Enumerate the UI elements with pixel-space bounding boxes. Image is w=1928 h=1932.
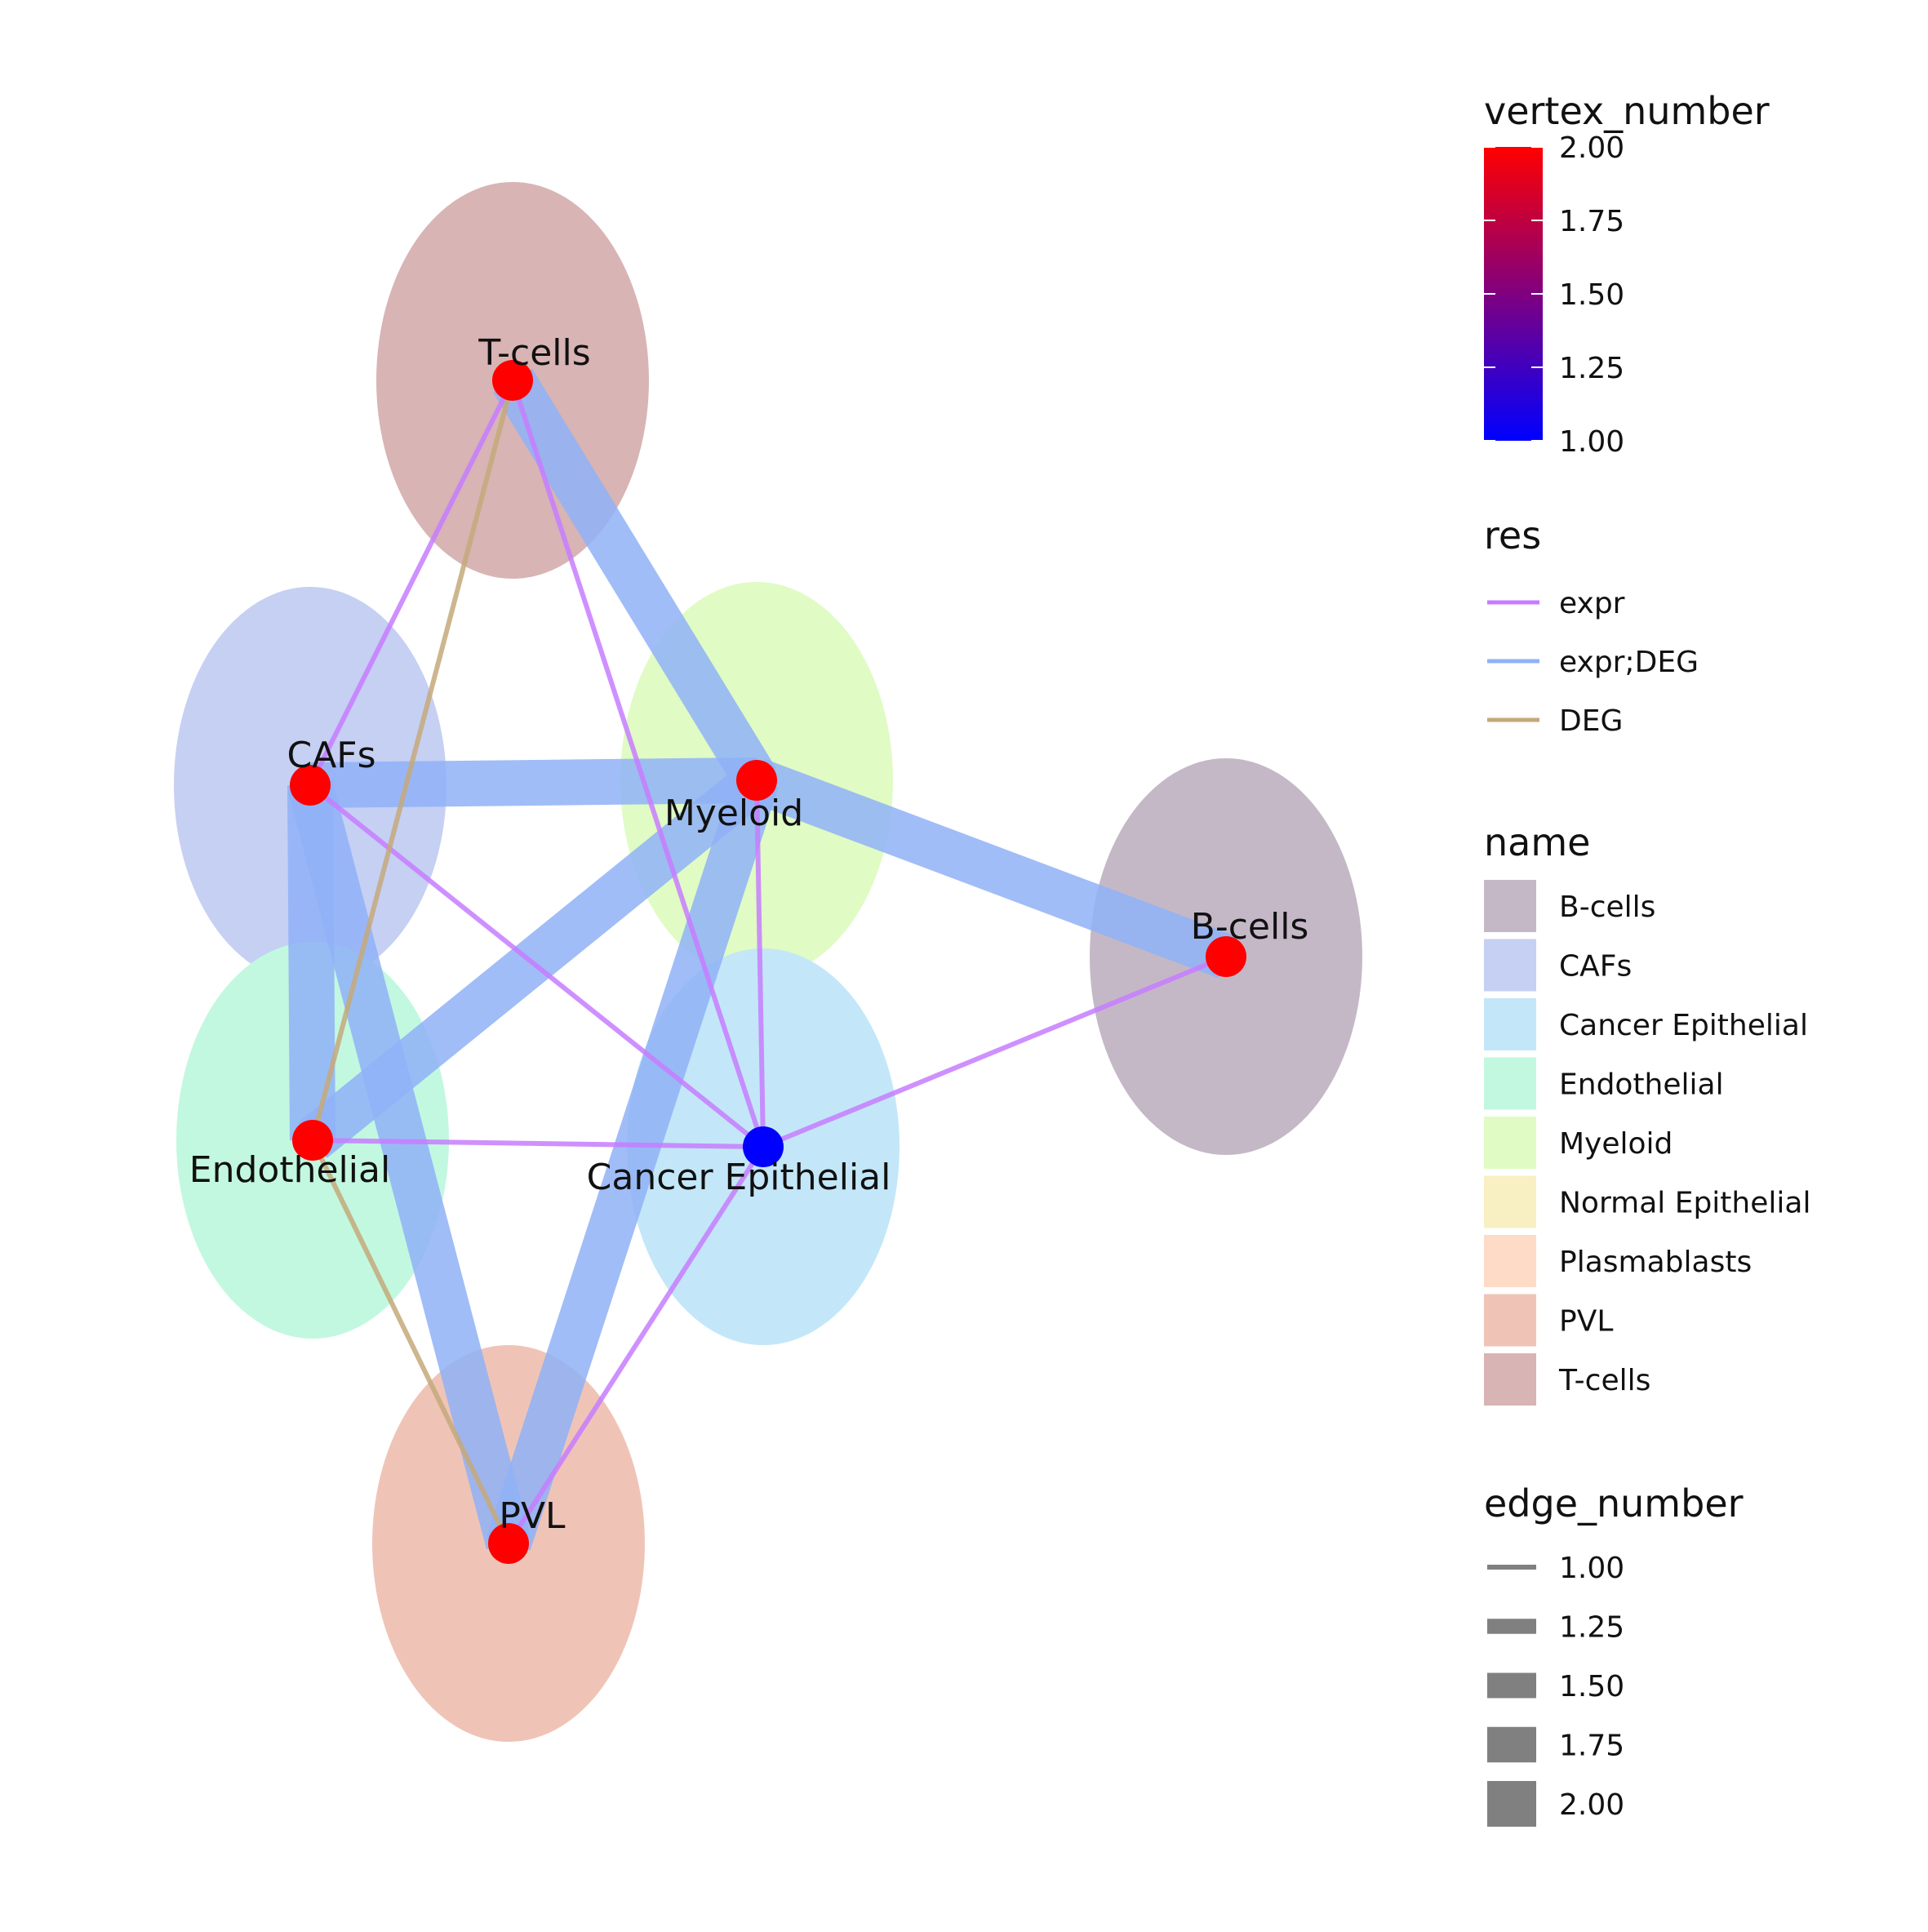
legend-name-label-pvl: PVL bbox=[1559, 1305, 1613, 1339]
node-label-myeloid: Myeloid bbox=[664, 793, 803, 834]
edge-t-cells-cafs bbox=[308, 379, 515, 787]
legend-edge-number-key bbox=[1487, 1619, 1536, 1634]
legend-name-label-cancer-epithelial: Cancer Epithelial bbox=[1559, 1009, 1808, 1042]
node-label-b-cells: B-cells bbox=[1191, 906, 1309, 948]
legend-name-label-t-cells: T-cells bbox=[1558, 1364, 1650, 1397]
legend-edge-number-items: 1.00 1.25 1.50 1.75 2.00 bbox=[1487, 1552, 1624, 1827]
legend-name-swatch-pvl bbox=[1484, 1294, 1536, 1347]
nodes-layer bbox=[290, 360, 1246, 1564]
legend-edge-number-label: 1.50 bbox=[1559, 1670, 1624, 1703]
node-t-cells bbox=[492, 360, 533, 401]
legend-name-label-normal-epithelial: Normal Epithelial bbox=[1559, 1187, 1810, 1220]
colorbar-tick-label: 1.00 bbox=[1559, 425, 1624, 459]
legend-name-swatch-myeloid bbox=[1484, 1117, 1536, 1169]
legend: vertex_number 2.00 1.75 1.50 1.25 1.00 res e… bbox=[1484, 89, 1810, 1827]
legend-name-label-plasmablasts: Plasmablasts bbox=[1559, 1246, 1752, 1279]
node-endothelial bbox=[292, 1120, 333, 1161]
legend-edge-number-title: edge_number bbox=[1484, 1481, 1744, 1526]
legend-name-swatch-endothelial bbox=[1484, 1057, 1536, 1110]
legend-name-title: name bbox=[1484, 820, 1590, 864]
node-label-t-cells: T-cells bbox=[478, 332, 590, 374]
legend-edge-number-label: 1.75 bbox=[1559, 1730, 1624, 1763]
colorbar-ticks: 2.00 1.75 1.50 1.25 1.00 bbox=[1484, 131, 1624, 459]
legend-name-label-myeloid: Myeloid bbox=[1559, 1127, 1673, 1161]
legend-vertex-number-title: vertex_number bbox=[1484, 89, 1770, 133]
edge-cafs-pvl bbox=[287, 779, 531, 1550]
legend-res-label-expr-deg: expr;DEG bbox=[1559, 646, 1699, 679]
edge-myeloid-cancer-epithelial bbox=[754, 779, 766, 1148]
edge-t-cells-cancer-epithelial bbox=[510, 380, 766, 1148]
legend-name-swatch-plasmablasts bbox=[1484, 1235, 1536, 1287]
edge-t-cells-myeloid bbox=[493, 368, 776, 793]
legend-res-label-deg: DEG bbox=[1559, 704, 1623, 738]
edge-myeloid-pvl bbox=[486, 773, 779, 1551]
edge-myeloid-b-cells bbox=[749, 758, 1234, 979]
legend-res-items: expr expr;DEG DEG bbox=[1487, 587, 1699, 738]
colorbar-tick-label: 1.25 bbox=[1559, 352, 1624, 385]
legend-name-label-endothelial: Endothelial bbox=[1559, 1068, 1724, 1102]
legend-edge-number-key bbox=[1487, 1565, 1536, 1570]
colorbar-tick-label: 1.50 bbox=[1559, 278, 1624, 312]
legend-name-swatch-t-cells bbox=[1484, 1353, 1536, 1406]
edge-endothelial-cancer-epithelial bbox=[312, 1138, 764, 1149]
legend-res-label-expr: expr bbox=[1559, 587, 1625, 620]
edge-cancer-epithelial-pvl bbox=[506, 1145, 766, 1545]
edge-b-cells-cancer-epithelial bbox=[762, 954, 1228, 1149]
legend-name-items: B-cells CAFs Cancer Epithelial Endothelial M… bbox=[1484, 880, 1810, 1406]
edges-layer bbox=[287, 368, 1234, 1551]
legend-edge-number-label: 1.00 bbox=[1559, 1552, 1624, 1585]
edge-endothelial-pvl bbox=[310, 1139, 511, 1545]
node-label-endothelial: Endothelial bbox=[189, 1149, 390, 1191]
legend-name-swatch-normal-epithelial bbox=[1484, 1175, 1536, 1228]
legend-res-title: res bbox=[1484, 513, 1541, 557]
node-pvl bbox=[488, 1523, 529, 1564]
node-label-cancer-epithelial: Cancer Epithelial bbox=[587, 1157, 891, 1198]
legend-edge-number-label: 1.25 bbox=[1559, 1611, 1624, 1645]
edge-t-cells-endothelial bbox=[310, 380, 515, 1141]
edge-cafs-myeloid bbox=[309, 757, 757, 808]
colorbar-tick-label: 2.00 bbox=[1559, 131, 1624, 165]
legend-name-swatch-b-cells bbox=[1484, 880, 1536, 932]
legend-edge-number-key bbox=[1487, 1781, 1536, 1827]
legend-name-swatch-cancer-epithelial bbox=[1484, 998, 1536, 1050]
colorbar-tick-label: 1.75 bbox=[1559, 205, 1624, 238]
legend-edge-number-label: 2.00 bbox=[1559, 1788, 1624, 1822]
node-label-cafs: CAFs bbox=[287, 735, 375, 776]
legend-name-label-cafs: CAFs bbox=[1559, 950, 1632, 984]
node-myeloid bbox=[736, 760, 777, 801]
node-label-pvl: PVL bbox=[499, 1495, 566, 1537]
legend-edge-number-key bbox=[1487, 1672, 1536, 1699]
node-cancer-epithelial bbox=[743, 1126, 784, 1167]
node-cafs bbox=[290, 765, 331, 806]
legend-name-label-b-cells: B-cells bbox=[1559, 890, 1655, 924]
edge-cafs-cancer-epithelial bbox=[309, 783, 765, 1149]
node-b-cells bbox=[1206, 936, 1246, 977]
legend-edge-number-key bbox=[1487, 1726, 1536, 1763]
node-labels-layer: T-cells CAFs Myeloid B-cells Endothelial Canc… bbox=[189, 332, 1309, 1537]
legend-name-swatch-cafs bbox=[1484, 939, 1536, 992]
